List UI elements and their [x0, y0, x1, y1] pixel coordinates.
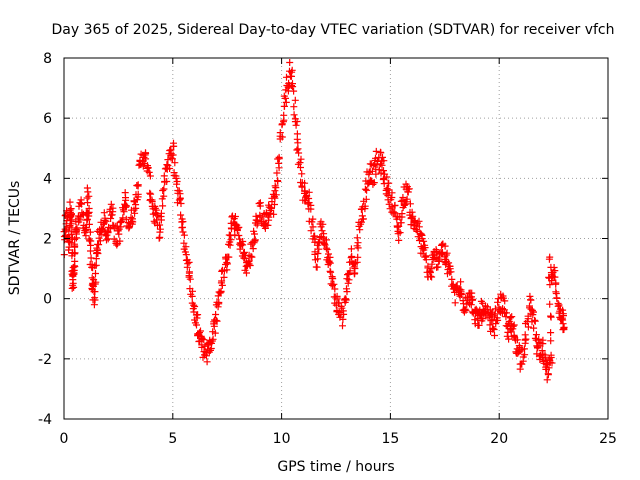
y-tick-label: 4	[43, 171, 52, 187]
x-tick-label: 0	[60, 431, 69, 447]
x-tick-label: 25	[599, 431, 617, 447]
x-tick-label: 10	[273, 431, 291, 447]
y-tick-label: 6	[43, 111, 52, 127]
x-tick-label: 20	[490, 431, 508, 447]
y-tick-label: 0	[43, 292, 52, 308]
chart-title: Day 365 of 2025, Sidereal Day-to-day VTE…	[51, 22, 614, 38]
y-tick-label: 2	[43, 232, 52, 248]
grid-layer	[64, 58, 608, 419]
tick-layer: 0 5 10 15 20 25 -4 -2 0 2 4 6 8	[38, 51, 617, 447]
sdtvar-points	[60, 59, 568, 384]
y-axis-label: SDTVAR / TECUs	[7, 181, 23, 296]
data-layer	[60, 59, 568, 384]
x-tick-label: 15	[381, 431, 399, 447]
x-axis-label: GPS time / hours	[277, 459, 394, 475]
y-tick-label: 8	[43, 51, 52, 67]
x-tick-label: 5	[168, 431, 177, 447]
y-tick-label: -2	[38, 352, 52, 368]
y-tick-label: -4	[38, 412, 52, 428]
